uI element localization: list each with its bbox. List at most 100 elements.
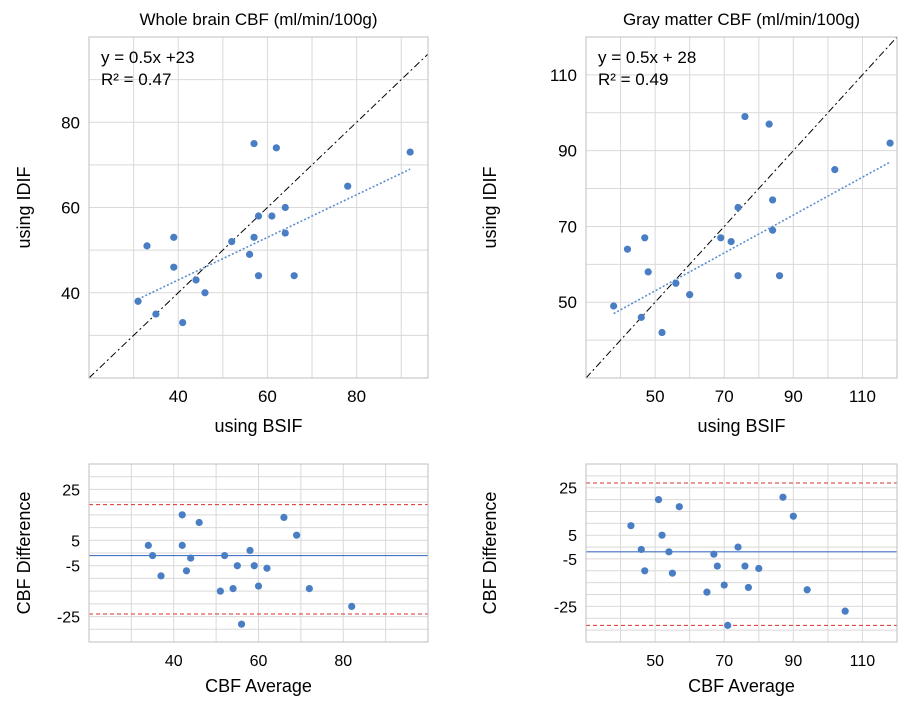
x-tick-label: 70 (715, 387, 734, 406)
r-squared-label: R² = 0.49 (598, 70, 668, 89)
data-point (769, 196, 777, 204)
x-tick-label: 50 (646, 387, 665, 406)
data-point (741, 112, 749, 121)
data-point (775, 272, 784, 280)
x-tick-label: 90 (784, 387, 803, 406)
data-point (734, 272, 742, 280)
data-point (143, 242, 151, 250)
data-point (228, 238, 236, 246)
data-point (734, 543, 742, 551)
data-point (178, 511, 186, 519)
data-point (178, 541, 186, 549)
trend-line (613, 161, 891, 315)
x-tick-label: 110 (850, 653, 876, 670)
data-point (170, 263, 178, 271)
data-point (280, 513, 288, 522)
data-point (623, 245, 632, 253)
data-point (717, 234, 725, 242)
data-point (610, 302, 618, 310)
y-tick-label: 25 (559, 481, 577, 498)
y-tick-label: 110 (550, 66, 577, 85)
data-point (221, 551, 229, 560)
data-point (268, 212, 276, 220)
r-squared-label: R² = 0.47 (101, 70, 171, 89)
data-point (281, 203, 289, 212)
data-point (831, 166, 839, 174)
data-point (187, 554, 195, 562)
data-point (641, 234, 649, 242)
data-point (675, 503, 683, 511)
data-point (250, 233, 258, 241)
data-point (741, 562, 749, 570)
data-point (727, 238, 735, 246)
data-point (637, 545, 645, 554)
data-point (157, 572, 165, 580)
plot-area (586, 464, 897, 642)
data-point (644, 268, 652, 276)
data-point (406, 148, 414, 156)
data-point (152, 310, 160, 318)
x-tick-label: 50 (646, 653, 664, 670)
y-axis-label: using IDIF (14, 166, 34, 248)
data-point (263, 564, 271, 572)
data-point (713, 562, 721, 570)
y-axis-label: CBF Difference (14, 492, 34, 615)
x-tick-label: 80 (347, 387, 366, 406)
data-point (348, 602, 356, 611)
y-tick-label: 70 (558, 217, 577, 236)
y-tick-label: 5 (568, 528, 577, 545)
data-point (755, 564, 763, 573)
data-point (769, 226, 777, 234)
data-point (281, 229, 289, 237)
data-point (886, 139, 894, 147)
data-point (144, 541, 152, 549)
gray-matter-bland-altman-panel: 50 70 90 110 25 5 -5 -25 CBF Average CBF Differen… (480, 463, 898, 696)
y-tick-label: 25 (62, 482, 80, 499)
y-tick-label: 40 (61, 284, 80, 303)
x-tick-label: 70 (715, 653, 733, 670)
data-point (641, 567, 649, 575)
y-tick-label: 80 (61, 113, 80, 132)
data-point (195, 518, 203, 527)
identity-line (89, 53, 428, 378)
data-point (245, 250, 254, 258)
x-axis-label: using BSIF (697, 416, 785, 436)
data-point (246, 546, 254, 555)
data-point (179, 318, 187, 327)
plot-frame (585, 463, 898, 643)
gray-matter-scatter-panel: 50 70 90 110 50 70 90 110 Gray matter CBF (ml/mi… (480, 10, 898, 436)
data-point (254, 212, 263, 220)
data-point (201, 289, 209, 297)
y-tick-label: -25 (554, 599, 577, 616)
data-point (744, 583, 753, 592)
y-tick-label: 60 (61, 199, 80, 218)
y-tick-label: -5 (66, 559, 80, 576)
x-tick-label: 80 (334, 653, 352, 670)
data-point (250, 562, 258, 570)
regression-equation: y = 0.5x + 28 (598, 48, 696, 67)
data-point (233, 562, 241, 570)
data-point (192, 276, 200, 284)
data-point (182, 567, 191, 575)
data-point (668, 569, 676, 577)
data-point (703, 588, 711, 596)
data-point (627, 522, 635, 530)
x-tick-label: 60 (258, 387, 277, 406)
data-point (134, 297, 142, 305)
data-point (658, 531, 666, 539)
y-tick-label: 50 (558, 293, 577, 312)
data-point (290, 272, 298, 280)
data-point (841, 607, 849, 615)
y-tick-label: -25 (57, 610, 80, 627)
x-tick-label: 90 (784, 653, 802, 670)
y-axis-label: using IDIF (480, 166, 500, 248)
y-axis-label: CBF Difference (480, 492, 500, 615)
whole-brain-bland-altman-panel: 40 60 80 25 5 -5 -25 CBF Average CBF Difference (14, 463, 429, 696)
plot-frame (88, 463, 429, 643)
data-point (344, 182, 352, 190)
x-axis-label: using BSIF (214, 416, 302, 436)
data-point (254, 582, 263, 590)
y-tick-label: 90 (558, 142, 577, 161)
data-point (229, 585, 237, 593)
data-point (170, 233, 178, 241)
